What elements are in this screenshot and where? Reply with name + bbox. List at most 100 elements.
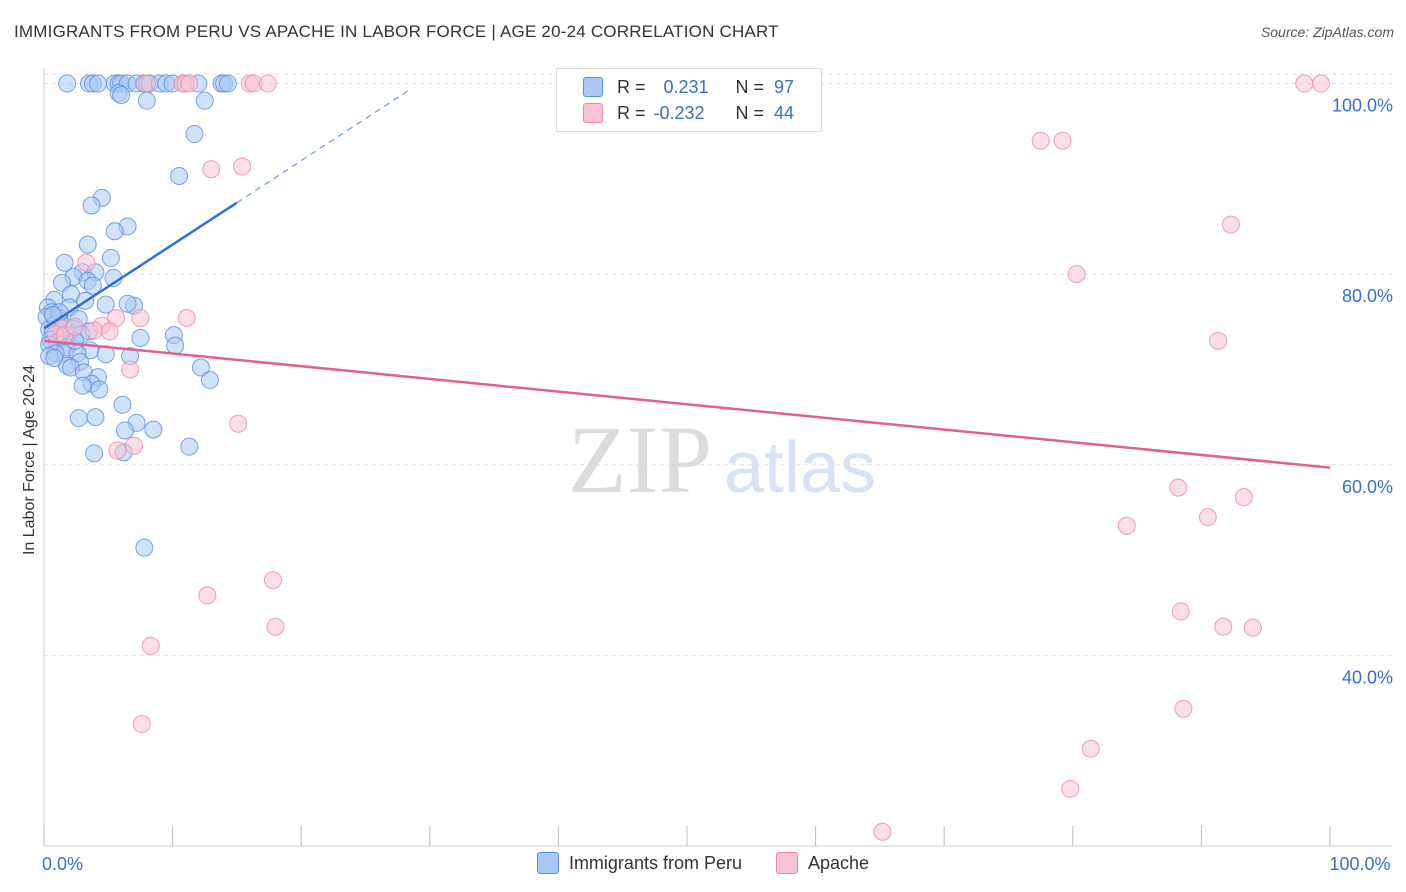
r-label: R = <box>617 102 646 123</box>
watermark-zip: ZIP <box>568 406 712 513</box>
peru-trend-line <box>43 201 238 330</box>
x-tick-label: 100.0% <box>1329 854 1390 874</box>
n-label: N = <box>735 76 765 97</box>
peru-point <box>195 91 214 110</box>
y-tick-label: 60.0% <box>1342 477 1393 497</box>
apache-point <box>1311 74 1330 93</box>
apache-point <box>141 636 160 655</box>
apache-point <box>1221 215 1240 234</box>
apache-legend-swatch <box>775 852 798 874</box>
apache-point <box>108 441 127 460</box>
peru-point <box>200 370 219 389</box>
peru-point <box>86 408 105 427</box>
apache-point <box>233 157 252 176</box>
peru-trend-extension <box>236 88 411 204</box>
peru-point <box>90 380 109 399</box>
apache-point <box>263 571 282 590</box>
peru-point <box>85 444 104 463</box>
legend-item-apache[interactable]: Apache <box>775 852 870 874</box>
apache-point <box>65 317 84 336</box>
chart-title: IMMIGRANTS FROM PERU VS APACHE IN LABOR … <box>14 22 779 41</box>
apache-point <box>1214 617 1233 636</box>
stats-legend: R = 0.231 N = 97 R = -0.232 N = 44 <box>556 68 822 132</box>
axes-layer <box>43 68 1392 847</box>
apache-point <box>1295 74 1314 93</box>
peru-point <box>144 420 163 439</box>
peru-point <box>137 91 156 110</box>
y-tick-label: 100.0% <box>1332 96 1393 116</box>
apache-point <box>1234 488 1253 507</box>
peru-point <box>55 253 74 272</box>
peru-point <box>131 329 150 348</box>
x-tick-label: 0.0% <box>42 854 83 874</box>
apache-point <box>1243 618 1262 637</box>
apache-point <box>1174 699 1193 718</box>
stats-row-peru: R = 0.231 N = 97 <box>557 74 794 100</box>
peru-point <box>83 276 102 295</box>
legend-label-peru: Immigrants from Peru <box>568 852 742 873</box>
tick-labels: 100.0% 80.0% 60.0% 40.0% 0.0% 100.0% <box>42 96 1393 874</box>
apache-point <box>258 74 277 93</box>
peru-point <box>82 196 101 215</box>
legend-label-apache: Apache <box>807 852 870 873</box>
peru-point <box>185 125 204 144</box>
apache-point <box>77 253 96 272</box>
apache-point <box>1171 602 1190 621</box>
peru-point <box>113 395 132 414</box>
apache-point <box>1067 265 1086 284</box>
peru-point <box>218 74 237 93</box>
peru-point <box>170 166 189 185</box>
y-tick-label: 40.0% <box>1342 667 1393 687</box>
peru-point <box>118 294 137 313</box>
apache-point <box>177 308 196 327</box>
peru-point <box>89 74 108 93</box>
apache-point <box>202 160 221 179</box>
r-value: 0.231 <box>663 76 709 97</box>
apache-point <box>229 414 248 433</box>
apache-point <box>1053 131 1072 150</box>
peru-point <box>101 248 120 267</box>
apache-point <box>1061 779 1080 798</box>
peru-point <box>116 421 135 440</box>
watermark-atlas: atlas <box>724 428 876 508</box>
apache-point <box>132 715 151 734</box>
bottom-legend: Immigrants from Peru Apache <box>0 852 1406 874</box>
peru-point <box>105 222 124 241</box>
apache-point <box>180 74 199 93</box>
apache-point <box>121 360 140 379</box>
y-axis-label: In Labor Force | Age 20-24 <box>21 364 38 556</box>
peru-legend-swatch <box>536 852 559 874</box>
stats-row-apache: R = -0.232 N = 44 <box>557 100 794 126</box>
n-label: N = <box>735 102 765 123</box>
peru-swatch <box>583 77 603 97</box>
n-value: 97 <box>774 76 795 97</box>
trend-layer <box>43 88 1331 469</box>
legend-item-peru[interactable]: Immigrants from Peru <box>536 852 742 874</box>
apache-point <box>85 321 104 340</box>
peru-point <box>166 336 185 355</box>
peru-point <box>96 295 115 314</box>
apache-point <box>1209 331 1228 350</box>
peru-point <box>112 85 131 104</box>
points-layer <box>37 74 1330 841</box>
apache-point <box>873 822 892 841</box>
apache-point <box>137 74 156 93</box>
r-value: -0.232 <box>653 102 705 123</box>
peru-point <box>73 376 92 395</box>
apache-point <box>266 617 285 636</box>
apache-point <box>1031 131 1050 150</box>
apache-swatch <box>583 103 603 123</box>
n-value: 44 <box>774 102 795 123</box>
apache-point <box>1081 739 1100 758</box>
peru-point <box>191 358 210 377</box>
peru-point <box>135 538 154 557</box>
apache-point <box>198 586 217 605</box>
peru-point <box>45 349 64 368</box>
apache-trend-line <box>43 339 1331 469</box>
peru-point <box>180 437 199 456</box>
peru-point <box>69 409 88 428</box>
y-tick-label: 80.0% <box>1342 286 1393 306</box>
r-label: R = <box>617 76 646 97</box>
apache-point <box>1198 508 1217 527</box>
